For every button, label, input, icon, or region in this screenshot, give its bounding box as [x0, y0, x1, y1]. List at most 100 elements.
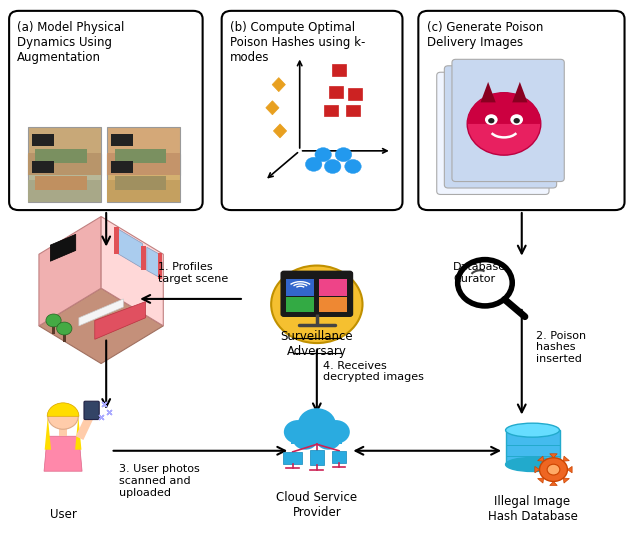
Bar	[115, 150, 166, 163]
Circle shape	[48, 404, 78, 429]
Polygon shape	[45, 416, 51, 450]
Polygon shape	[39, 217, 101, 326]
Circle shape	[46, 314, 61, 327]
Text: Database
Curator: Database Curator	[453, 262, 506, 284]
Circle shape	[271, 265, 362, 343]
Bar	[324, 104, 339, 116]
Bar	[28, 153, 101, 175]
Bar	[32, 161, 54, 173]
Polygon shape	[76, 409, 96, 440]
Bar	[115, 176, 166, 190]
Bar	[111, 134, 133, 146]
Bar	[506, 430, 559, 465]
Bar	[52, 326, 55, 334]
Bar	[346, 104, 360, 116]
Polygon shape	[272, 78, 285, 91]
Bar	[108, 127, 180, 175]
Circle shape	[284, 420, 312, 444]
Circle shape	[345, 159, 361, 174]
Bar	[32, 134, 54, 146]
Ellipse shape	[506, 423, 559, 437]
Bar	[108, 180, 180, 202]
Text: (b) Compute Optimal
Poison Hashes using k-
modes: (b) Compute Optimal Poison Hashes using …	[230, 21, 365, 64]
Circle shape	[324, 159, 341, 174]
Bar	[286, 298, 314, 312]
Circle shape	[513, 118, 520, 123]
Circle shape	[298, 408, 336, 441]
Circle shape	[485, 114, 498, 125]
Polygon shape	[75, 416, 81, 450]
FancyBboxPatch shape	[452, 59, 564, 182]
Bar	[332, 451, 346, 462]
Bar	[319, 298, 348, 312]
Text: 4. Receives
decrypted images: 4. Receives decrypted images	[323, 361, 424, 382]
Polygon shape	[550, 454, 557, 458]
Circle shape	[547, 464, 560, 475]
Polygon shape	[563, 478, 570, 483]
Circle shape	[510, 114, 523, 125]
Text: Adversary: Adversary	[287, 345, 347, 358]
Circle shape	[292, 428, 318, 450]
FancyBboxPatch shape	[444, 66, 557, 188]
Bar	[35, 176, 86, 190]
Circle shape	[540, 458, 568, 481]
Circle shape	[488, 118, 495, 123]
Text: 2. Poison
hashes
inserted: 2. Poison hashes inserted	[536, 331, 586, 364]
Text: (c) Generate Poison
Delivery Images: (c) Generate Poison Delivery Images	[427, 21, 543, 48]
Circle shape	[57, 322, 72, 335]
Text: User: User	[50, 508, 77, 521]
Text: 3. User photos
scanned and
uploaded: 3. User photos scanned and uploaded	[119, 465, 200, 498]
Polygon shape	[550, 481, 557, 485]
Bar	[348, 88, 362, 100]
Polygon shape	[538, 478, 543, 483]
Polygon shape	[266, 101, 279, 115]
Polygon shape	[147, 247, 159, 277]
Text: Surveillance: Surveillance	[280, 330, 353, 343]
Bar	[28, 127, 101, 175]
Polygon shape	[95, 301, 145, 339]
Circle shape	[305, 157, 322, 171]
Bar	[114, 227, 119, 254]
Bar	[108, 153, 180, 175]
Bar	[111, 161, 133, 173]
FancyBboxPatch shape	[9, 11, 203, 210]
Bar	[291, 431, 342, 444]
Wedge shape	[467, 92, 541, 124]
Bar	[329, 86, 343, 97]
Circle shape	[335, 147, 352, 162]
FancyBboxPatch shape	[221, 11, 403, 210]
Text: 1. Profiles
target scene: 1. Profiles target scene	[158, 262, 228, 284]
FancyBboxPatch shape	[436, 72, 549, 194]
Wedge shape	[47, 403, 79, 416]
Polygon shape	[44, 436, 82, 471]
Bar	[286, 279, 314, 296]
Bar	[28, 153, 101, 202]
Bar	[35, 150, 86, 163]
Polygon shape	[273, 124, 287, 138]
Bar	[332, 64, 346, 76]
Polygon shape	[512, 82, 527, 102]
Text: Cloud Service
Provider: Cloud Service Provider	[276, 491, 357, 518]
Polygon shape	[79, 299, 124, 326]
Bar	[284, 452, 302, 463]
Bar	[141, 246, 146, 270]
Bar	[108, 153, 180, 202]
Circle shape	[316, 428, 341, 450]
Polygon shape	[535, 466, 540, 473]
Bar	[310, 450, 324, 465]
Bar	[319, 279, 348, 296]
Circle shape	[315, 147, 332, 162]
Bar	[59, 428, 67, 436]
FancyBboxPatch shape	[84, 401, 99, 419]
FancyBboxPatch shape	[419, 11, 625, 210]
Text: (a) Model Physical
Dynamics Using
Augmentation: (a) Model Physical Dynamics Using Augmen…	[17, 21, 125, 64]
Bar	[28, 180, 101, 202]
Circle shape	[458, 259, 512, 306]
FancyBboxPatch shape	[282, 271, 353, 316]
Polygon shape	[568, 466, 572, 473]
Polygon shape	[51, 234, 76, 261]
Text: Illegal Image
Hash Database: Illegal Image Hash Database	[488, 495, 577, 523]
Bar	[158, 253, 162, 279]
Bar	[63, 335, 65, 342]
Polygon shape	[563, 456, 570, 461]
